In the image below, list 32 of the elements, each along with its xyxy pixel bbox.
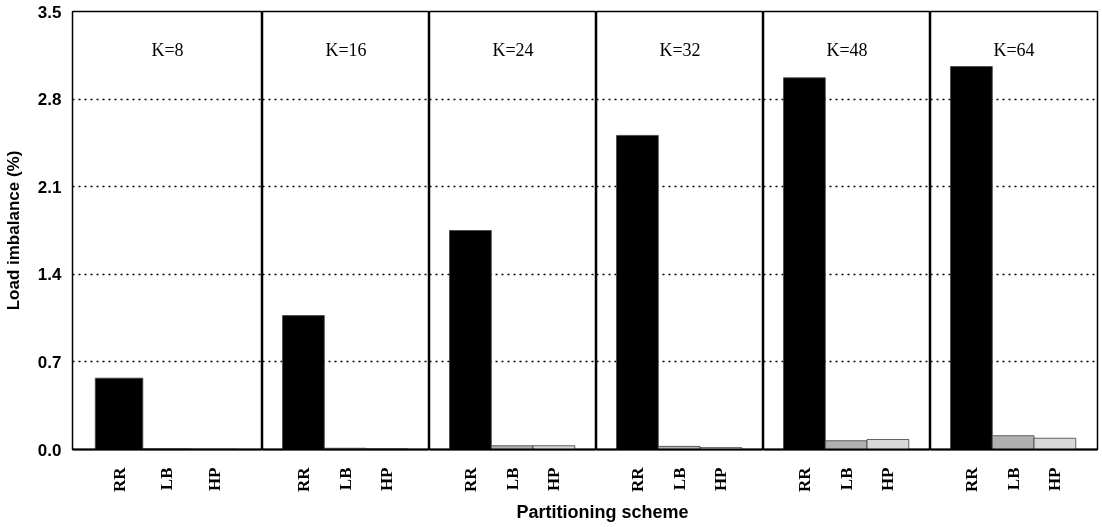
y-tick-label: 2.1 xyxy=(37,177,62,197)
x-tick-label: RR xyxy=(794,466,814,493)
x-tick-label: LB xyxy=(836,467,856,491)
y-tick-label: 0.7 xyxy=(37,352,62,372)
x-tick-label: RR xyxy=(109,466,129,493)
x-tick-label: LB xyxy=(502,467,522,491)
x-tick-label: HP xyxy=(544,467,564,492)
text: K=64 xyxy=(993,39,1035,60)
x-tick-label: HP xyxy=(377,467,397,492)
x-tick-label: LB xyxy=(1003,467,1023,491)
text: K=16 xyxy=(325,39,367,60)
y-tick-label: 0.0 xyxy=(37,440,62,460)
x-tick-label: HP xyxy=(204,467,224,492)
x-axis-title: Partitioning scheme xyxy=(516,501,689,524)
text: K=32 xyxy=(659,39,701,60)
x-tick-label: LB xyxy=(669,467,689,491)
x-tick-label: LB xyxy=(335,467,355,491)
text: K=8 xyxy=(151,39,184,60)
x-tick-label: HP xyxy=(878,467,898,492)
x-tick-label: RR xyxy=(627,466,647,493)
x-tick-label: RR xyxy=(293,466,313,493)
x-tick-label: RR xyxy=(961,466,981,493)
y-tick-label: 3.5 xyxy=(37,2,62,22)
x-tick-label: LB xyxy=(157,467,177,491)
x-tick-label: HP xyxy=(711,467,731,492)
x-tick-label: HP xyxy=(1045,467,1065,492)
y-axis-title: Load imbalance (%) xyxy=(3,150,23,311)
text: K=48 xyxy=(826,39,868,60)
y-tick-label: 1.4 xyxy=(37,265,63,285)
y-tick-label: 2.8 xyxy=(37,90,62,110)
x-tick-label: RR xyxy=(460,466,480,493)
text: K=24 xyxy=(492,39,534,60)
